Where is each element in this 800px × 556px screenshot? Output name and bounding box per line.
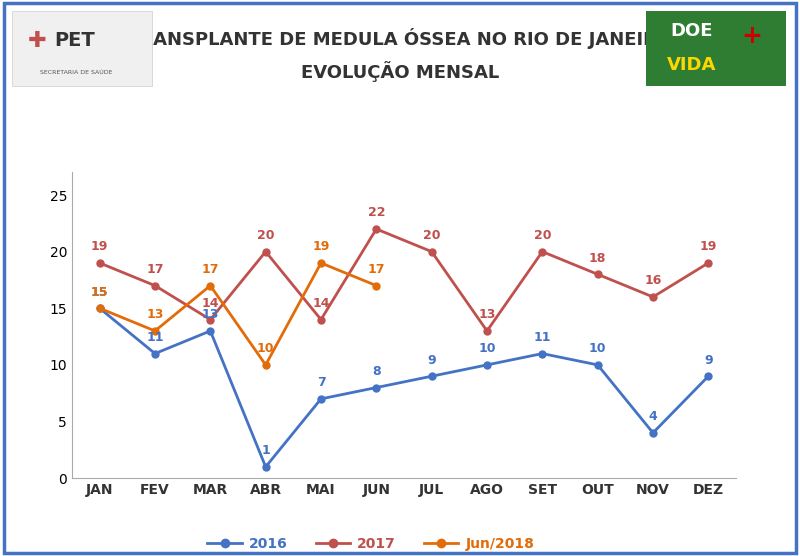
Legend: 2016, 2017, Jun/2018: 2016, 2017, Jun/2018 — [202, 531, 540, 556]
Text: 15: 15 — [91, 286, 109, 299]
Text: 10: 10 — [257, 342, 274, 355]
Text: 17: 17 — [202, 263, 219, 276]
Text: 20: 20 — [257, 229, 274, 242]
Text: 22: 22 — [367, 206, 385, 219]
Text: 9: 9 — [704, 354, 713, 366]
Text: VIDA: VIDA — [667, 56, 717, 73]
Text: 13: 13 — [146, 308, 164, 321]
Text: +: + — [742, 24, 762, 48]
Text: 9: 9 — [427, 354, 436, 366]
Text: DOE: DOE — [670, 22, 714, 40]
Text: TRANSPLANTE DE MEDULA ÓSSEA NO RIO DE JANEIRO: TRANSPLANTE DE MEDULA ÓSSEA NO RIO DE JA… — [127, 28, 673, 49]
Text: PET: PET — [54, 31, 95, 49]
Text: 11: 11 — [146, 331, 164, 344]
Text: SECRETARIA DE SAÚDE: SECRETARIA DE SAÚDE — [40, 70, 112, 75]
Text: 13: 13 — [202, 308, 219, 321]
Text: 4: 4 — [649, 410, 658, 423]
Text: 15: 15 — [91, 286, 109, 299]
Text: ✚: ✚ — [28, 31, 46, 51]
Text: 17: 17 — [146, 263, 164, 276]
Text: 19: 19 — [91, 240, 108, 253]
Text: 11: 11 — [534, 331, 551, 344]
Text: 10: 10 — [478, 342, 496, 355]
Text: 14: 14 — [312, 297, 330, 310]
Text: EVOLUÇÃO MENSAL: EVOLUÇÃO MENSAL — [301, 61, 499, 82]
Text: 20: 20 — [423, 229, 441, 242]
Text: 8: 8 — [372, 365, 381, 378]
Text: 1: 1 — [262, 444, 270, 457]
Text: 18: 18 — [589, 251, 606, 265]
Text: 20: 20 — [534, 229, 551, 242]
Text: 7: 7 — [317, 376, 326, 389]
Text: 17: 17 — [367, 263, 385, 276]
Text: 19: 19 — [700, 240, 717, 253]
Text: 16: 16 — [644, 274, 662, 287]
Text: 13: 13 — [478, 308, 496, 321]
Text: 14: 14 — [202, 297, 219, 310]
Text: 10: 10 — [589, 342, 606, 355]
Text: 19: 19 — [312, 240, 330, 253]
